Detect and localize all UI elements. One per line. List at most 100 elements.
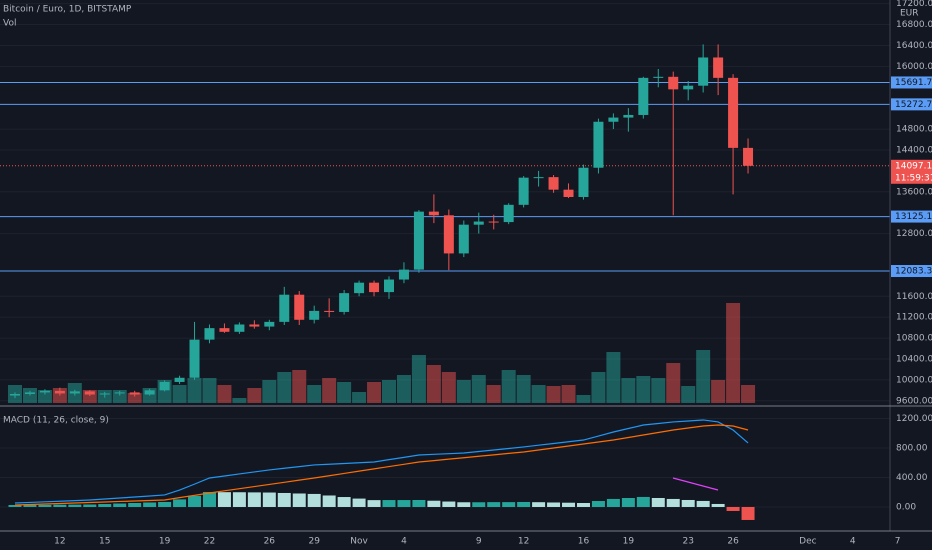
histogram-bar — [217, 492, 231, 507]
volume-bar — [187, 378, 202, 403]
histogram-bar — [173, 499, 187, 507]
volume-bar — [262, 380, 277, 403]
x-tick-label: 26 — [264, 537, 276, 547]
histogram-bar — [83, 504, 97, 507]
volume-bar — [561, 385, 576, 403]
volume-bar — [636, 376, 651, 403]
histogram-bar — [442, 501, 456, 507]
candle-body — [39, 390, 50, 393]
histogram-bar — [636, 496, 650, 507]
y-tick-label: 0.00 — [896, 502, 916, 512]
histogram-bar — [457, 502, 471, 507]
candle-body — [638, 77, 649, 115]
candle-body — [339, 293, 350, 312]
candle-body — [443, 215, 454, 254]
histogram-bar — [591, 501, 605, 507]
x-tick-label: 19 — [623, 537, 635, 547]
volume-bar — [322, 378, 337, 403]
volume-bar — [337, 382, 352, 403]
histogram-bar — [726, 506, 740, 511]
volume-bar — [202, 378, 217, 403]
histogram-bar — [562, 502, 576, 507]
histogram-bar — [666, 498, 680, 507]
candle-body — [488, 221, 499, 223]
candle-body — [129, 392, 140, 395]
level-tag — [891, 76, 932, 89]
histogram-bar — [38, 504, 52, 507]
histogram-bar — [247, 492, 261, 507]
candle-body — [698, 57, 709, 86]
volume-bar — [651, 378, 666, 403]
candle-body — [728, 77, 739, 148]
x-tick-label: 15 — [99, 537, 110, 547]
candle-body — [413, 211, 424, 270]
histogram-bar — [696, 500, 710, 507]
macd-legend: MACD (11, 26, close, 9) — [3, 416, 109, 426]
histogram-bar — [53, 504, 67, 507]
candle-body — [84, 391, 95, 395]
histogram-bar — [202, 492, 216, 507]
candle-body — [249, 324, 260, 327]
y-tick-label: 400.00 — [896, 473, 928, 483]
y-tick-label: 1200.00 — [896, 414, 932, 424]
candle-body — [99, 393, 110, 395]
y-tick-label: 11200.00 — [896, 313, 932, 323]
volume-bar — [516, 375, 531, 403]
histogram-bar — [367, 500, 381, 507]
x-tick-label: 12 — [54, 537, 65, 547]
candle-body — [518, 177, 529, 205]
volume-bar — [696, 350, 711, 403]
candle-body — [69, 391, 80, 394]
candle-body — [144, 390, 155, 395]
candle-body — [683, 85, 694, 90]
candle-body — [623, 114, 634, 118]
histogram-bar — [681, 499, 695, 507]
marks — [8, 44, 756, 520]
volume-bar — [441, 372, 456, 403]
y-tick-label: 10800.00 — [896, 334, 932, 344]
x-tick-label: 23 — [682, 537, 693, 547]
histogram-bar — [23, 504, 37, 507]
volume-bar — [396, 375, 411, 403]
histogram-bar — [292, 493, 306, 507]
volume-bar — [531, 385, 546, 403]
histogram-bar — [98, 504, 112, 507]
candle-body — [548, 177, 559, 190]
candle-body — [279, 294, 290, 322]
candle-body — [264, 321, 275, 327]
histogram-bar — [606, 498, 620, 507]
volume-bar — [471, 375, 486, 403]
y-tick-label: 16400.00 — [896, 41, 932, 51]
candle-body — [563, 189, 574, 197]
x-tick-label: 9 — [476, 537, 482, 547]
volume-bar — [606, 352, 621, 403]
histogram-bar — [337, 497, 351, 507]
candle-body — [384, 279, 394, 293]
volume-bar — [232, 398, 247, 403]
volume-bar — [576, 395, 591, 403]
x-tick-label: 29 — [308, 537, 320, 547]
chart-title: Bitcoin / Euro, 1D, BITSTAMP — [3, 5, 132, 15]
level-label: 12083.31 — [895, 267, 932, 277]
volume-bar — [127, 393, 142, 403]
y-tick-label: 14400.00 — [896, 145, 932, 155]
volume-bar — [456, 380, 471, 403]
candle-body — [189, 339, 200, 378]
last-price-label: 14097.18 — [895, 161, 932, 171]
candle-body — [668, 76, 679, 90]
y-tick-label: 9600.00 — [896, 396, 932, 406]
histogram-bar — [741, 506, 755, 520]
y-tick-label: 14800.00 — [896, 125, 932, 135]
candle-body — [10, 393, 20, 396]
volume-bar — [486, 385, 501, 403]
volume-bar — [277, 372, 292, 403]
volume-bar — [292, 370, 307, 403]
candle-body — [369, 282, 380, 293]
level-tag — [891, 210, 932, 223]
histogram-bar — [188, 495, 202, 507]
candle-body — [234, 324, 245, 332]
candle-body — [398, 269, 409, 280]
